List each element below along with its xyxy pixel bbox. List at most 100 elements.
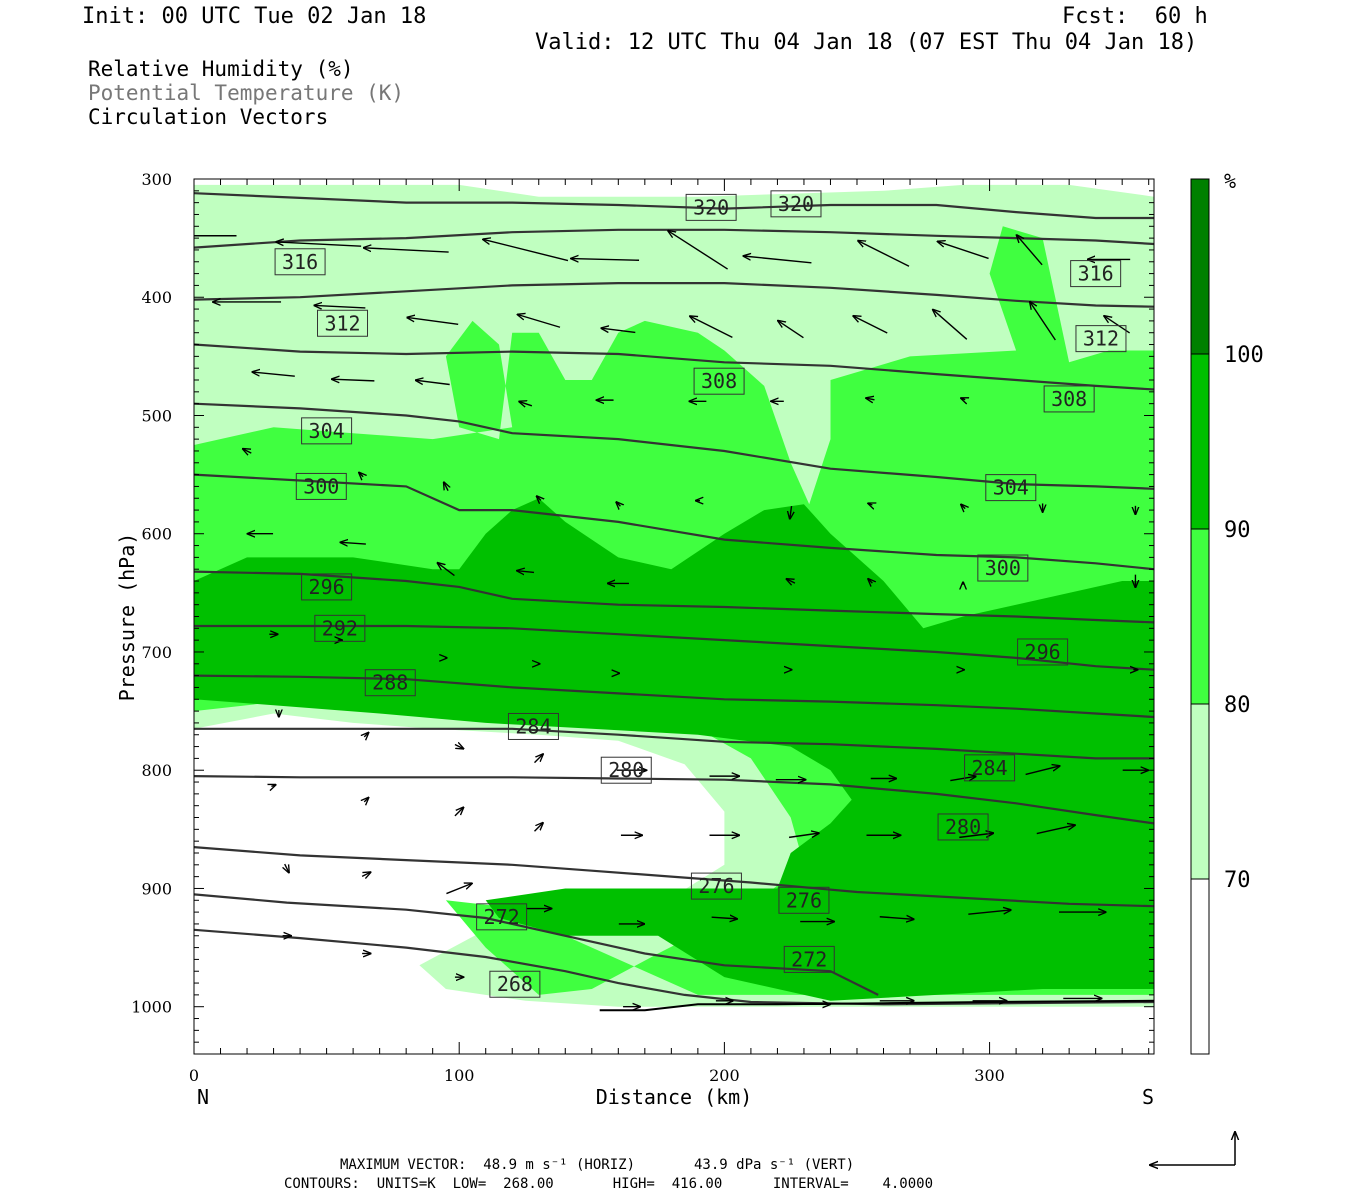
theta-contour-280 [194,775,1154,825]
contour-label-text: 300 [985,556,1021,580]
contour-label-box [985,474,1037,502]
contour-label-text: 308 [1051,387,1087,411]
theta-contour-276 [194,846,1154,908]
contour-label: 300 [977,554,1029,582]
circulation-vector [364,248,449,253]
circulation-vector [444,482,448,491]
contour-label-box [977,554,1029,582]
field-vectors-label: Circulation Vectors [88,105,329,129]
contour-label-text: 312 [1083,327,1119,351]
contour-label-text: 300 [303,474,339,498]
contour-label-box [301,417,353,445]
circulation-vector [858,241,910,267]
circulation-vector [711,917,738,919]
y-tick-label: 400 [141,288,172,307]
circulation-vector [243,449,252,453]
contour-label-box [693,367,745,395]
max-vector-text: MAXIMUM VECTOR: 48.9 m s⁻¹ (HORIZ) 43.9 … [340,1157,855,1173]
circulation-vector [1036,825,1075,835]
contour-label-text: 280 [945,815,981,839]
circulation-vector [364,798,368,802]
contour-label-box [1070,260,1122,288]
circulation-vector [788,833,819,837]
contour-label-text: 276 [786,888,822,912]
contour-label: 308 [1043,385,1095,413]
colorbar-label: 80 [1224,693,1251,718]
contour-label-text: 292 [322,616,358,640]
contour-label: 312 [1075,325,1127,353]
theta-contour-312 [194,282,1154,308]
field-theta-label: Potential Temperature (K) [88,81,405,105]
y-axis-label: Pressure (hPa) [115,533,139,702]
contour-label-box [1075,325,1127,353]
contour-label-box [685,193,737,221]
x-axis-right-end: S [1142,1085,1154,1109]
y-tick-label: 900 [141,879,172,898]
theta-contours [194,192,1154,1012]
circulation-vector [690,316,733,339]
contour-label-box [783,945,835,973]
contour-label-text: 296 [1025,640,1061,664]
terrain-line [599,999,1154,1012]
circulation-vector [537,496,541,500]
contour-label-box [1043,385,1095,413]
contour-label: 292 [314,614,366,642]
circulation-vector [933,310,968,340]
theta-contour-316 [194,228,1154,249]
contour-label: 284 [964,754,1016,782]
x-tick-label: 300 [974,1066,1005,1085]
contour-label: 272 [783,945,835,973]
y-tick-label: 700 [141,643,172,662]
colorbar-segment [1191,704,1209,879]
circulation-vector [483,239,569,262]
circulation-vector [786,579,796,583]
colorbar-segment [1191,879,1209,1054]
contour-label: 304 [301,417,353,445]
contour-label-text: 284 [972,756,1008,780]
theta-contour-292 [194,624,1154,671]
circulation-vector [416,380,450,386]
circulation-vector [1104,316,1131,334]
contour-label-text: 276 [698,874,734,898]
init-time: Init: 00 UTC Tue 02 Jan 18 [82,4,427,29]
contour-label-box [489,970,541,998]
contour-label: 308 [693,367,745,395]
contour-label-box [274,248,326,276]
axes: 300 400 500 600 700 800 900 1000 0 100 200 300 [131,170,1154,1085]
circulation-vector [879,917,914,920]
colorbar-label: 100 [1224,343,1264,368]
theta-contour-304 [194,402,1154,490]
contour-label-text: 316 [1078,262,1114,286]
contour-label: 320 [685,193,737,221]
colorbar-segment [1191,354,1209,529]
y-tick-label: 800 [141,761,172,780]
contour-label: 276 [690,872,742,900]
contour-label: 316 [1070,260,1122,288]
contour-label: 280 [600,756,652,784]
circulation-vector [1030,302,1056,341]
contour-label-box [690,872,742,900]
x-tick-label: 0 [189,1066,199,1085]
contour-label: 280 [937,813,989,841]
theta-contour-288 [194,674,1154,719]
rh-bands [194,184,1154,1007]
contour-label-text: 304 [993,476,1029,500]
contour-label-text: 272 [484,905,520,929]
contour-label-box [314,614,366,642]
circulation-vector [868,579,872,583]
contour-label: 276 [778,886,830,914]
contour-label-box [770,190,822,218]
contour-label: 296 [301,573,353,601]
theta-contour-300 [194,473,1154,571]
theta-contour-320 [194,192,1154,220]
contour-label: 288 [364,669,416,697]
circulation-vector [601,328,636,334]
contour-label-text: 280 [608,758,644,782]
y-tick-label: 600 [141,525,172,544]
circulation-vector [1025,766,1060,776]
circulation-vector [407,317,459,325]
circulation-vector [332,379,375,381]
circulation-vector [364,733,368,737]
circulation-vector [968,910,1011,915]
contour-label-box [964,754,1016,782]
